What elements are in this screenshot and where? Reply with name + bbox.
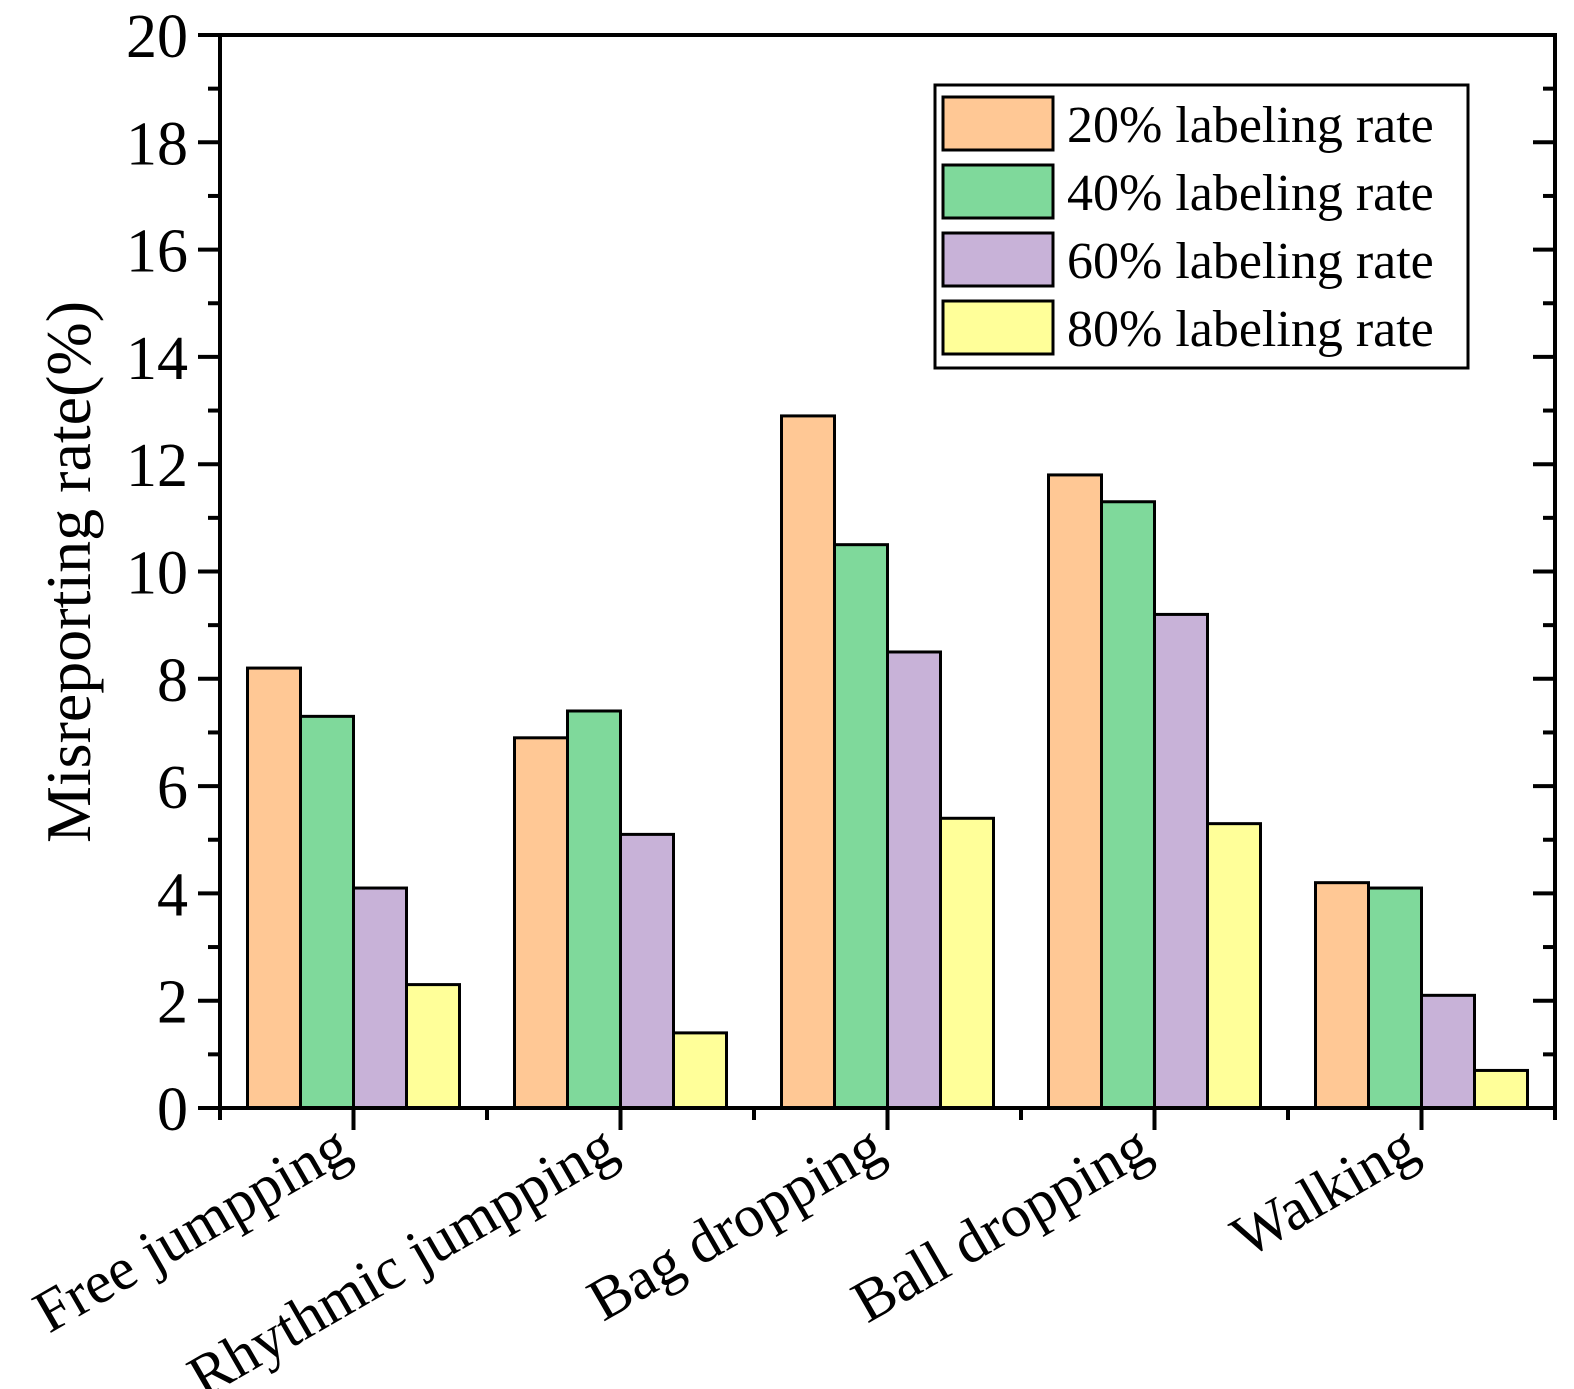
bar-1-2: [513, 736, 569, 1110]
y-tick-label: 8: [157, 647, 188, 715]
x-tick-label: Ball dropping: [841, 1112, 1161, 1335]
bar-3-3: [886, 650, 942, 1110]
y-tick-label: 6: [157, 754, 188, 822]
bar-2-1: [299, 714, 355, 1110]
bar-3-4: [1153, 612, 1209, 1110]
y-tick-label: 10: [126, 540, 188, 608]
legend-swatch: [941, 163, 1055, 220]
y-axis-title: Misreporting rate(%): [33, 301, 104, 843]
bar-1-5: [1314, 881, 1370, 1110]
bar-3-2: [619, 832, 675, 1110]
y-tick-label: 14: [126, 325, 188, 393]
bar-2-4: [1100, 500, 1156, 1110]
y-tick-label: 18: [126, 110, 188, 178]
bar-3-1: [352, 886, 408, 1110]
legend-swatch: [941, 299, 1055, 356]
y-tick-label: 4: [157, 861, 188, 929]
bar-4-4: [1206, 822, 1262, 1110]
legend-label: 20% labeling rate: [1067, 97, 1434, 154]
bar-3-5: [1420, 993, 1476, 1110]
legend-label: 40% labeling rate: [1067, 165, 1434, 222]
bar-1-3: [780, 414, 836, 1110]
bar-1-4: [1047, 473, 1103, 1110]
bar-2-5: [1367, 886, 1423, 1110]
legend-swatch: [941, 231, 1055, 288]
bar-2-3: [833, 543, 889, 1110]
bar-2-2: [566, 709, 622, 1110]
x-tick-label: Walking: [1220, 1112, 1428, 1270]
x-tick-label: Bag dropping: [577, 1112, 894, 1333]
y-tick-label: 2: [157, 969, 188, 1037]
bar-4-1: [405, 983, 461, 1110]
legend-label: 60% labeling rate: [1067, 233, 1434, 290]
bar-4-2: [672, 1031, 728, 1110]
bar-4-3: [939, 816, 995, 1110]
legend-label: 80% labeling rate: [1067, 301, 1434, 358]
y-tick-label: 16: [126, 218, 188, 286]
y-tick-label: 20: [126, 3, 188, 71]
bar-1-1: [246, 666, 302, 1110]
x-tick-label: Rhythmic jumpping: [177, 1112, 627, 1389]
y-tick-label: 0: [157, 1076, 188, 1144]
y-tick-label: 12: [126, 432, 188, 500]
legend-swatch: [941, 95, 1055, 152]
bar-4-5: [1473, 1068, 1529, 1110]
